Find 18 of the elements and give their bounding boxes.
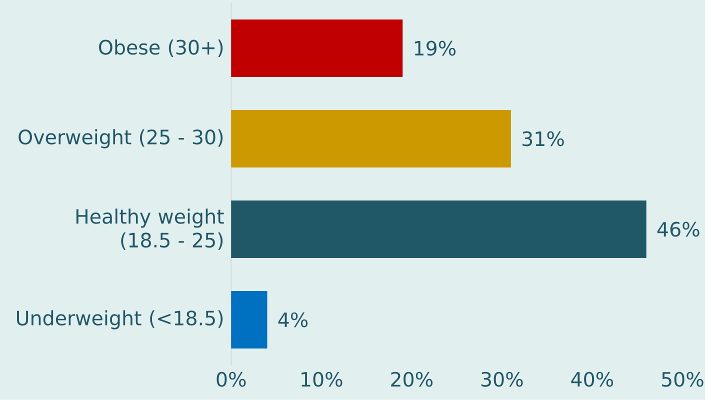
x-tick-label: 30% (481, 372, 523, 387)
data-label: 19% (414, 40, 456, 56)
data-label: 4% (278, 312, 308, 328)
bar (231, 200, 646, 258)
y-tick-label: Obese (30+) (99, 40, 223, 58)
x-tick-label: 40% (571, 372, 614, 387)
bar (231, 291, 268, 349)
x-tick-label: 50% (662, 372, 704, 387)
data-label: 46% (657, 222, 700, 237)
y-tick-label: Overweight (25 - 30) (18, 129, 223, 148)
x-tick-label: 20% (391, 372, 433, 387)
y-tick-label: Underweight (<18.5) (17, 310, 223, 330)
y-tick-label: Healthy weight (18.5 - 25) (76, 208, 224, 250)
data-label: 31% (522, 131, 564, 146)
x-tick-label: 0% (216, 372, 246, 387)
x-tick-label: 10% (302, 372, 342, 387)
bar (231, 20, 403, 78)
bar (231, 110, 511, 168)
